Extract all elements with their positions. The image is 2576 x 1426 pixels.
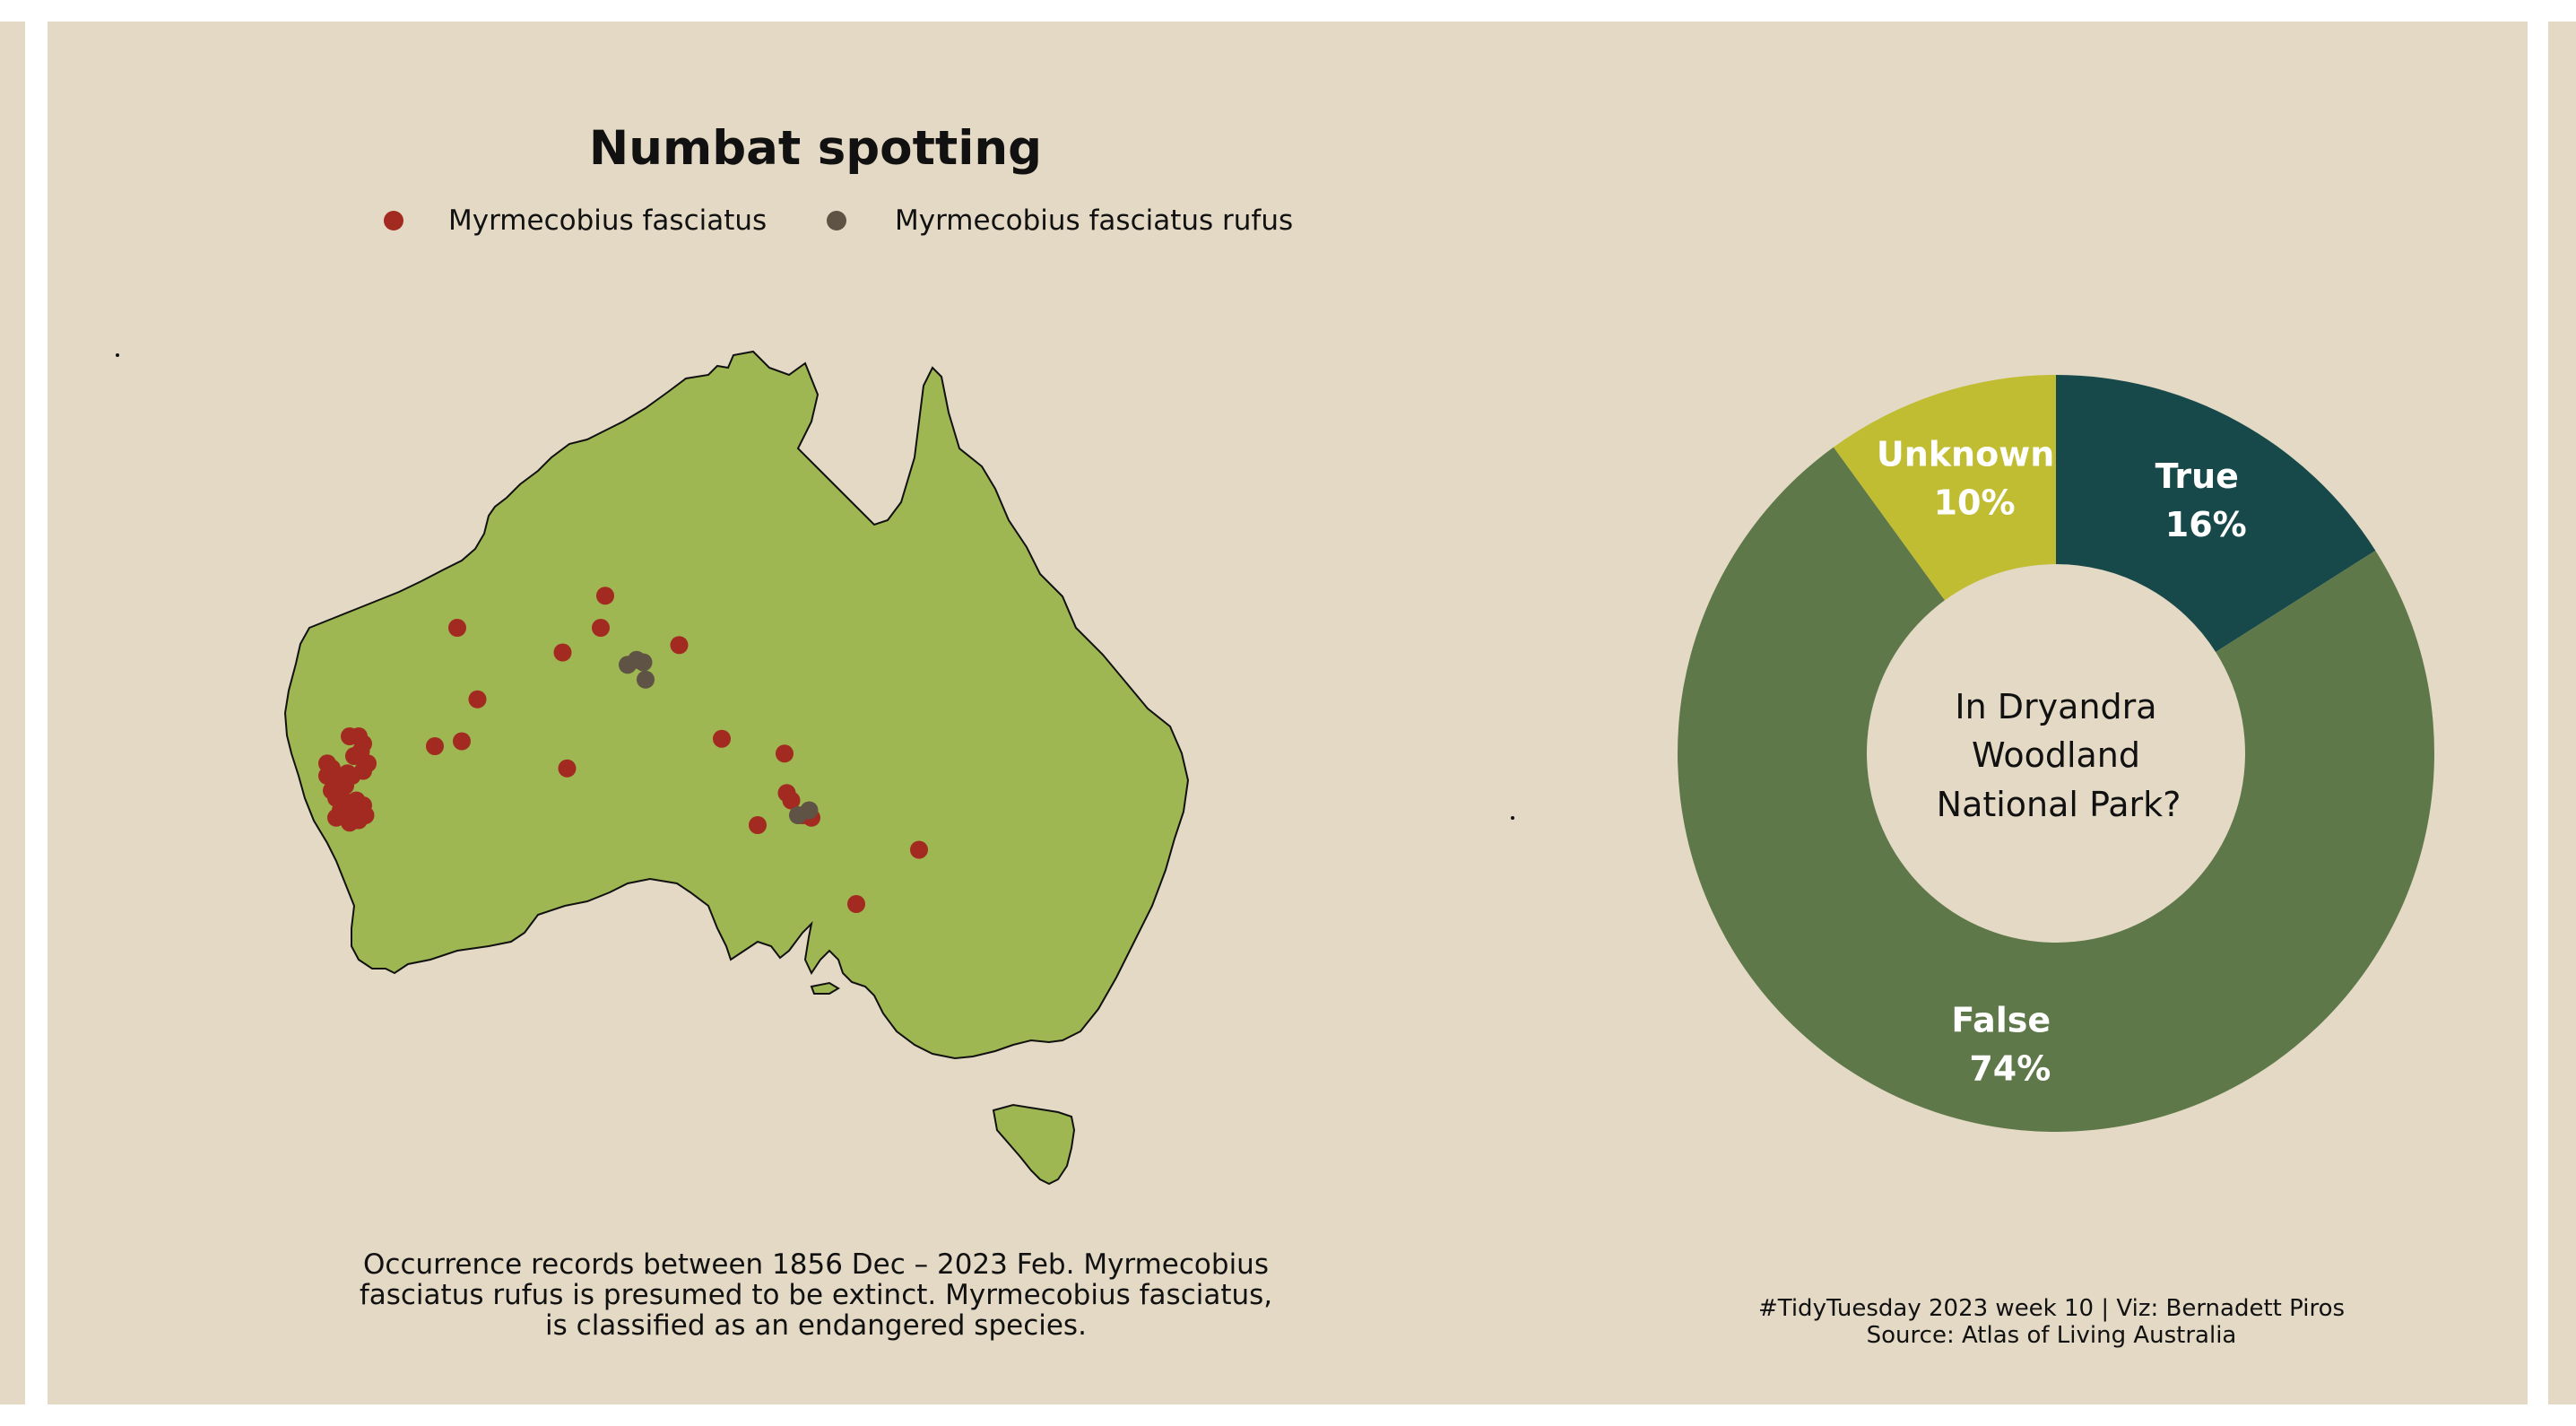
legend-marker-rufus [827, 211, 846, 230]
donut-slice-unknown [1833, 375, 2056, 601]
donut-center-line-3: National Park? [1937, 785, 2181, 824]
mainland-outline [283, 350, 1190, 1060]
donut-slices [1678, 375, 2435, 1132]
credit-line-1: #TidyTuesday 2023 week 10 | Viz: Bernade… [1757, 1295, 2346, 1322]
point-fasciatus-6 [453, 732, 471, 751]
frame-top [0, 0, 2576, 22]
point-rufus-2 [634, 653, 653, 672]
tasmania-outline [992, 1103, 1076, 1186]
christmas-island [116, 353, 119, 357]
donut-slice-true [2056, 375, 2376, 652]
credit: #TidyTuesday 2023 week 10 | Viz: Bernade… [1666, 1295, 2437, 1349]
point-fasciatus-46 [356, 806, 375, 824]
point-fasciatus-16 [847, 895, 865, 913]
frame-right [2528, 0, 2548, 1426]
donut-label-false: False [1951, 1001, 2051, 1040]
point-rufus-3 [637, 670, 655, 689]
frame-bottom [0, 1404, 2576, 1426]
donut-center-line-2: Woodland [1972, 735, 2140, 775]
point-fasciatus-4 [670, 636, 689, 655]
legend-item-fasciatus: Myrmecobius fasciatus [384, 204, 767, 237]
legend-item-rufus: Myrmecobius fasciatus rufus [827, 204, 1293, 237]
donut-percent-true: 16% [2165, 505, 2247, 544]
point-fasciatus-8 [558, 759, 577, 778]
point-fasciatus-43 [327, 808, 345, 827]
point-fasciatus-10 [776, 744, 794, 763]
point-fasciatus-22 [345, 747, 363, 765]
donut-label-true: True [2155, 456, 2239, 496]
credit-line-2: Source: Atlas of Living Australia [1866, 1322, 2237, 1349]
kangaroo-island [810, 981, 840, 995]
lord-howe-island [1511, 816, 1514, 820]
point-fasciatus-3 [553, 643, 572, 662]
caption-line-2: fasciatus rufus is presumed to be extinc… [359, 1279, 1273, 1311]
point-fasciatus-2 [592, 619, 610, 637]
caption-line-3: is classified as an endangered species. [545, 1309, 1087, 1342]
donut-percent-unknown: 10% [1934, 483, 2016, 522]
legend-label-fasciatus: Myrmecobius fasciatus [448, 204, 768, 237]
point-fasciatus-1 [596, 587, 614, 605]
point-fasciatus-7 [426, 737, 444, 755]
point-fasciatus-15 [749, 816, 767, 834]
donut-slice-false [1678, 447, 2435, 1132]
point-fasciatus-0 [448, 619, 466, 637]
occurrence-points [318, 587, 928, 913]
donut-label-unknown: Unknown [1877, 434, 2055, 474]
point-fasciatus-17 [910, 840, 928, 859]
caption-line-1: Occurrence records between 1856 Dec – 20… [363, 1248, 1269, 1281]
point-rufus-5 [800, 801, 819, 820]
legend-label-rufus: Myrmecobius fasciatus rufus [895, 204, 1294, 237]
point-fasciatus-5 [468, 690, 487, 709]
point-fasciatus-9 [713, 729, 731, 748]
caption: Occurrence records between 1856 Dec – 20… [323, 1249, 1309, 1341]
point-fasciatus-12 [782, 791, 801, 810]
chart-title: Numbat spotting [588, 121, 1043, 176]
frame-left [25, 0, 48, 1426]
donut-slice-labels: True 16% False 74% Unknown 10% [1877, 434, 2247, 1088]
donut-percent-false: 74% [1969, 1049, 2051, 1089]
donut-center-line-1: In Dryandra [1955, 687, 2156, 726]
legend-marker-fasciatus [384, 211, 403, 230]
